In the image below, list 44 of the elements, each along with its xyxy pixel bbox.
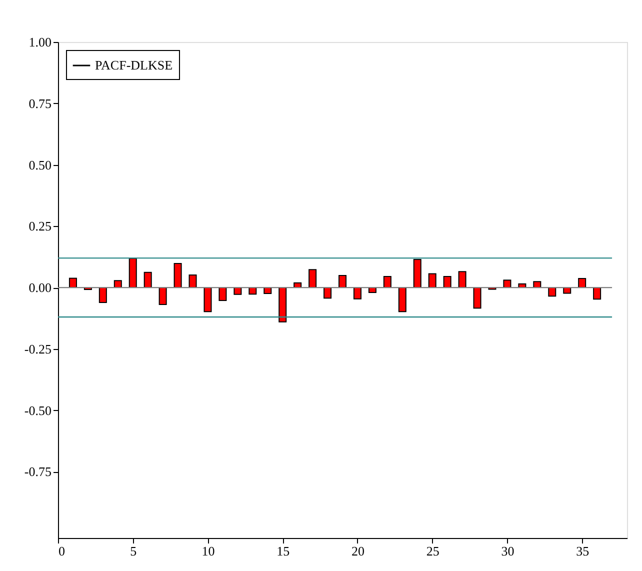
bar <box>324 287 332 299</box>
bar <box>174 262 182 288</box>
bar <box>188 274 197 288</box>
bar <box>68 278 77 288</box>
y-tick-label: 0.25 <box>28 218 52 234</box>
bar <box>204 287 212 312</box>
y-tick-label: 1.00 <box>28 34 52 50</box>
x-tick-label: 0 <box>58 544 65 558</box>
bar <box>144 272 152 288</box>
y-tick-label: -0.75 <box>24 464 52 480</box>
x-tick-label: 10 <box>202 544 215 558</box>
bar <box>473 287 482 309</box>
x-tick-label: 25 <box>426 544 440 558</box>
x-tick-label: 5 <box>130 544 137 558</box>
x-tick-label: 20 <box>351 544 364 558</box>
x-tick-label: 30 <box>501 544 514 558</box>
x-tick-label: 15 <box>276 544 290 558</box>
bar <box>458 271 466 288</box>
bar <box>338 275 346 288</box>
bar <box>234 287 242 295</box>
bar <box>278 287 287 322</box>
bar <box>593 287 602 300</box>
bar <box>128 258 137 288</box>
legend-label: PACF-DLKSE <box>95 58 173 72</box>
y-tick-label: 0.75 <box>28 96 52 111</box>
bar <box>443 276 452 288</box>
y-tick-label: 0.50 <box>28 157 52 172</box>
y-tick-label: -0.25 <box>24 341 52 356</box>
bar <box>158 287 167 305</box>
bar <box>218 287 227 302</box>
bar <box>98 287 107 304</box>
y-tick-label: 0.00 <box>28 280 52 296</box>
bar <box>383 276 392 288</box>
bar <box>578 278 586 288</box>
bar <box>548 287 556 297</box>
y-tick-label: -0.50 <box>24 402 52 418</box>
bar <box>428 273 436 288</box>
bar <box>398 287 406 312</box>
bar <box>413 259 422 288</box>
x-tick-label: 35 <box>576 544 590 558</box>
bar <box>353 287 362 300</box>
bar <box>308 269 317 288</box>
bar <box>114 280 122 288</box>
bar <box>503 280 512 288</box>
